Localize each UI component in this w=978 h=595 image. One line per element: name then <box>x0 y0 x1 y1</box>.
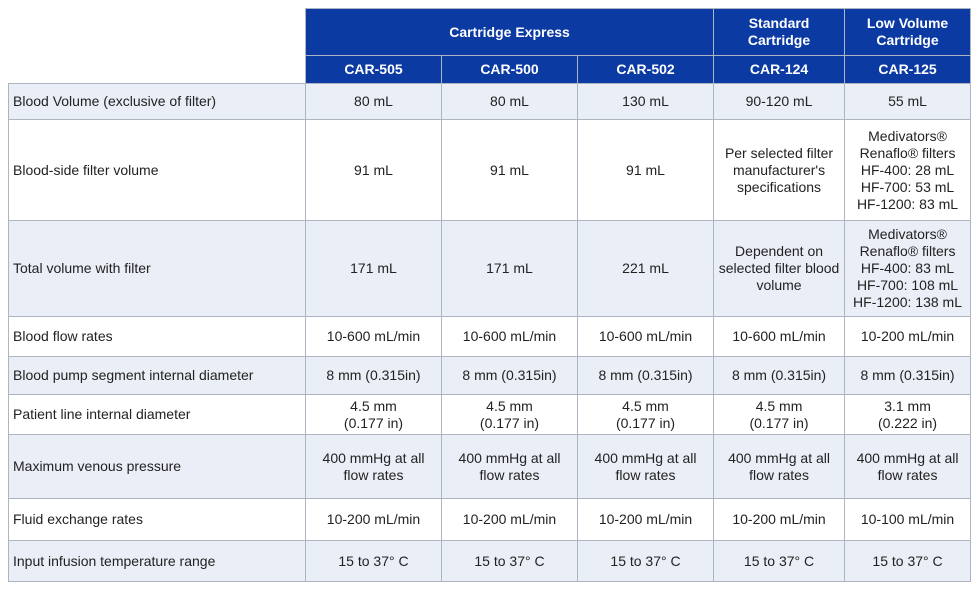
table-cell: 8 mm (0.315in) <box>713 356 846 395</box>
table-row: Patient line internal diameter 4.5 mm (0… <box>8 394 972 435</box>
row-label: Blood-side filter volume <box>8 119 306 221</box>
model-header: CAR-124 <box>713 55 846 84</box>
table-cell: Per selected filter manufacturer's speci… <box>713 119 846 221</box>
table-row: Blood flow rates 10-600 mL/min 10-600 mL… <box>8 316 972 357</box>
table-row: Input infusion temperature range 15 to 3… <box>8 540 972 582</box>
table-cell: Dependent on selected filter blood volum… <box>713 220 846 317</box>
table-row: Blood Volume (exclusive of filter) 80 mL… <box>8 83 972 120</box>
row-label: Maximum venous pressure <box>8 434 306 499</box>
table-cell: 8 mm (0.315in) <box>844 356 972 395</box>
table-cell: 221 mL <box>576 220 715 317</box>
table-cell: 15 to 37° C <box>713 540 846 582</box>
corner-cell <box>8 8 306 84</box>
group-header-standard-cartridge: Standard Cartridge <box>713 8 846 56</box>
table-cell: 80 mL <box>441 83 578 120</box>
table-cell: 10-200 mL/min <box>305 498 442 541</box>
table-cell: 400 mmHg at all flow rates <box>844 434 972 499</box>
table-cell: 130 mL <box>576 83 715 120</box>
table-cell: 400 mmHg at all flow rates <box>305 434 442 499</box>
table-cell: 4.5 mm (0.177 in) <box>576 394 715 435</box>
table-cell: 400 mmHg at all flow rates <box>713 434 846 499</box>
table-cell: 15 to 37° C <box>576 540 715 582</box>
table-cell: 55 mL <box>844 83 972 120</box>
table-cell: 3.1 mm (0.222 in) <box>844 394 972 435</box>
table-cell: 400 mmHg at all flow rates <box>441 434 578 499</box>
cartridge-spec-table: Cartridge Express Standard Cartridge Low… <box>8 8 972 582</box>
table-cell: 10-200 mL/min <box>713 498 846 541</box>
row-label: Blood pump segment internal diameter <box>8 356 306 395</box>
table-cell: 171 mL <box>305 220 442 317</box>
table-cell: 8 mm (0.315in) <box>576 356 715 395</box>
group-header-low-volume-cartridge: Low Volume Cartridge <box>844 8 972 56</box>
table-cell: Medivators® Renaflo® filters HF-400: 83 … <box>844 220 972 317</box>
model-header: CAR-502 <box>576 55 715 84</box>
table-cell: 10-600 mL/min <box>441 316 578 357</box>
table-row: Blood pump segment internal diameter 8 m… <box>8 356 972 395</box>
group-header-cartridge-express: Cartridge Express <box>304 8 715 56</box>
row-label: Fluid exchange rates <box>8 498 306 541</box>
table-cell: 91 mL <box>576 119 715 221</box>
table-cell: 10-200 mL/min <box>576 498 715 541</box>
table-cell: 15 to 37° C <box>844 540 972 582</box>
table-cell: 4.5 mm (0.177 in) <box>305 394 442 435</box>
table-cell: 10-600 mL/min <box>576 316 715 357</box>
table-cell: 4.5 mm (0.177 in) <box>713 394 846 435</box>
row-label: Blood flow rates <box>8 316 306 357</box>
row-label: Blood Volume (exclusive of filter) <box>8 83 306 120</box>
table-cell: 8 mm (0.315in) <box>305 356 442 395</box>
table-cell: 10-600 mL/min <box>713 316 846 357</box>
table-cell: 4.5 mm (0.177 in) <box>441 394 578 435</box>
table-cell: 10-600 mL/min <box>305 316 442 357</box>
table-cell: 8 mm (0.315in) <box>441 356 578 395</box>
model-header: CAR-500 <box>441 55 578 84</box>
table-cell: 15 to 37° C <box>441 540 578 582</box>
table-cell: 91 mL <box>441 119 578 221</box>
table-row: Blood-side filter volume 91 mL 91 mL 91 … <box>8 119 972 221</box>
table-cell: 10-100 mL/min <box>844 498 972 541</box>
table-cell: 15 to 37° C <box>305 540 442 582</box>
table-cell: 171 mL <box>441 220 578 317</box>
row-label: Total volume with filter <box>8 220 306 317</box>
table-cell: 91 mL <box>305 119 442 221</box>
table-row: Maximum venous pressure 400 mmHg at all … <box>8 434 972 499</box>
table-cell: Medivators® Renaflo® filters HF-400: 28 … <box>844 119 972 221</box>
row-label: Patient line internal diameter <box>8 394 306 435</box>
row-label: Input infusion temperature range <box>8 540 306 582</box>
table-cell: 90-120 mL <box>713 83 846 120</box>
table-cell: 10-200 mL/min <box>441 498 578 541</box>
table-cell: 10-200 mL/min <box>844 316 972 357</box>
table-cell: 400 mmHg at all flow rates <box>576 434 715 499</box>
table-cell: 80 mL <box>305 83 442 120</box>
table-row: Total volume with filter 171 mL 171 mL 2… <box>8 220 972 317</box>
model-header: CAR-505 <box>305 55 442 84</box>
table-row: Fluid exchange rates 10-200 mL/min 10-20… <box>8 498 972 541</box>
model-header: CAR-125 <box>844 55 972 84</box>
